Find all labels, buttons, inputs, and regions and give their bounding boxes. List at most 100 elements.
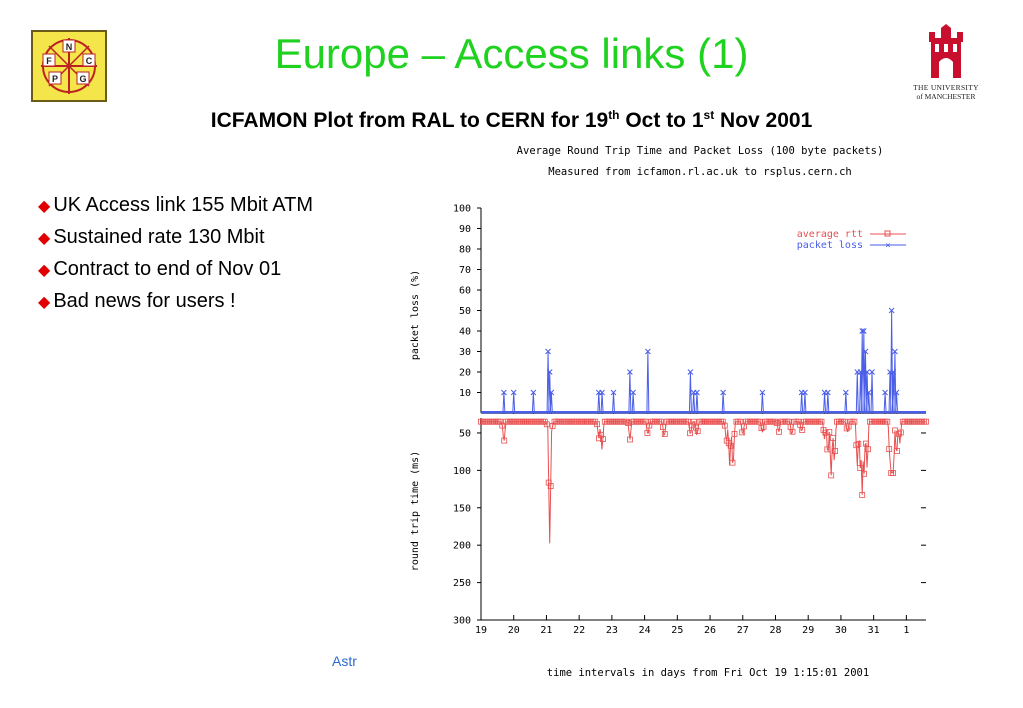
- rtt-point: [545, 479, 552, 486]
- bullet-text: UK Access link 155 Mbit ATM: [53, 194, 314, 216]
- logo-letter-p: P: [52, 74, 58, 84]
- y-tick-label-top: 100: [453, 204, 471, 215]
- manchester-crest-icon: [929, 24, 963, 78]
- rtt-point: [690, 418, 697, 425]
- packet-loss-point: [687, 369, 694, 375]
- bullet-item: ◆ Contract to end of Nov 01: [38, 254, 313, 286]
- rtt-point: [890, 470, 897, 476]
- rtt-point: [499, 422, 506, 429]
- rtt-point: [776, 428, 782, 435]
- packet-loss-point: [630, 389, 637, 396]
- rtt-point: [772, 418, 779, 425]
- x-tick-label: 1: [903, 625, 909, 636]
- rtt-point: [895, 430, 902, 437]
- rtt-point: [598, 431, 604, 438]
- university-name-line1: THE UNIVERSITY: [913, 83, 979, 92]
- y-axis-label-packet-loss: packet loss (%): [410, 270, 421, 360]
- rtt-point: [857, 465, 864, 472]
- rtt-point: [828, 472, 835, 479]
- packet-loss-point: [546, 369, 553, 375]
- y-tick-label-top: 40: [459, 327, 471, 338]
- packet-loss-point: [530, 389, 537, 396]
- packet-loss-point: [882, 389, 888, 396]
- rtt-point: [627, 436, 633, 443]
- rtt-point: [855, 440, 862, 447]
- packet-loss-point: [890, 369, 897, 375]
- rtt-point: [625, 420, 631, 426]
- rtt-point: [642, 418, 649, 425]
- packet-loss-point: [599, 389, 605, 396]
- packet-loss-point: [759, 389, 766, 396]
- university-name-line2: of MANCHESTER: [916, 92, 976, 101]
- y-tick-label-top: 90: [459, 224, 471, 235]
- y-axis-label-rtt: round trip time (ms): [410, 451, 421, 571]
- x-tick-label: 28: [769, 625, 781, 636]
- x-tick-label: 19: [475, 625, 487, 636]
- rtt-point: [824, 446, 831, 453]
- y-tick-label-top: 10: [459, 388, 471, 399]
- x-tick-label: 21: [540, 625, 552, 636]
- y-tick-label-top: 30: [459, 347, 471, 358]
- x-axis-label: time intervals in days from Fri Oct 19 1…: [547, 667, 869, 679]
- manchester-logo: THE UNIVERSITY of MANCHESTER: [905, 24, 987, 104]
- y-tick-label-bottom: 250: [453, 578, 471, 589]
- rtt-point: [687, 430, 693, 437]
- rtt-point: [894, 448, 900, 454]
- rtt-point: [731, 430, 738, 437]
- packet-loss-point: [548, 389, 555, 396]
- rtt-point: [737, 418, 744, 425]
- rtt-point: [594, 421, 601, 428]
- rtt-point: [756, 418, 763, 425]
- rtt-point: [826, 429, 833, 435]
- packet-loss-point: [857, 369, 864, 375]
- rtt-point: [623, 418, 630, 425]
- legend-label-loss: packet loss: [797, 240, 863, 251]
- rtt-point: [886, 446, 893, 453]
- packet-loss-point: [869, 369, 875, 375]
- packet-loss-point: [859, 328, 866, 334]
- x-tick-label: 26: [704, 625, 716, 636]
- bullet-text: Contract to end of Nov 01: [53, 258, 282, 280]
- packet-loss-point: [864, 369, 870, 375]
- y-tick-label-top: 80: [459, 245, 471, 256]
- nfpcg-logo: N F C P G: [31, 30, 107, 102]
- diamond-bullet-icon: ◆: [38, 230, 51, 247]
- rtt-point: [923, 418, 929, 425]
- packet-loss-point: [802, 389, 808, 396]
- slide-subtitle: ICFAMON Plot from RAL to CERN for 19th O…: [0, 108, 1023, 133]
- packet-loss-point: [862, 348, 869, 355]
- x-tick-label: 31: [868, 625, 880, 636]
- x-tick-label: 29: [802, 625, 814, 636]
- chart-legend: average rtt packet loss ×: [797, 229, 906, 251]
- subtitle-part1: ICFAMON Plot from RAL to CERN for 19: [210, 109, 609, 132]
- subtitle-part2: Oct to 1: [619, 109, 704, 132]
- rtt-point: [685, 418, 691, 425]
- packet-loss-point: [501, 389, 507, 396]
- legend-label-rtt: average rtt: [797, 229, 863, 240]
- packet-loss-point: [892, 348, 898, 355]
- rtt-point: [599, 436, 606, 443]
- chart-subtitle: Measured from icfamon.rl.ac.uk to rsplus…: [548, 166, 851, 178]
- rtt-point: [692, 424, 699, 431]
- packet-loss-point: [694, 389, 700, 396]
- y-tick-label-top: 20: [459, 368, 471, 379]
- slide-title: Europe – Access links (1): [274, 30, 749, 77]
- rtt-point: [497, 418, 504, 425]
- y-tick-label-bottom: 150: [453, 503, 471, 514]
- footer-text: Astr: [332, 653, 357, 669]
- diamond-bullet-icon: ◆: [38, 294, 51, 311]
- bullet-item: ◆ UK Access link 155 Mbit ATM: [38, 190, 313, 222]
- y-tick-label-bottom: 300: [453, 616, 471, 627]
- legend-marker-loss: ×: [885, 241, 890, 251]
- rtt-loss-chart: Average Round Trip Time and Packet Loss …: [398, 138, 938, 688]
- rtt-point: [861, 470, 868, 477]
- legend-marker-rtt: [884, 230, 891, 237]
- packet-loss-point: [627, 369, 633, 375]
- rtt-point: [832, 448, 839, 454]
- subtitle-sup2: st: [703, 108, 715, 122]
- rtt-point: [865, 446, 871, 453]
- packet-loss-point: [510, 389, 517, 396]
- y-tick-label-top: 50: [459, 306, 471, 317]
- rtt-point: [741, 423, 748, 430]
- packet-loss-point: [888, 307, 895, 314]
